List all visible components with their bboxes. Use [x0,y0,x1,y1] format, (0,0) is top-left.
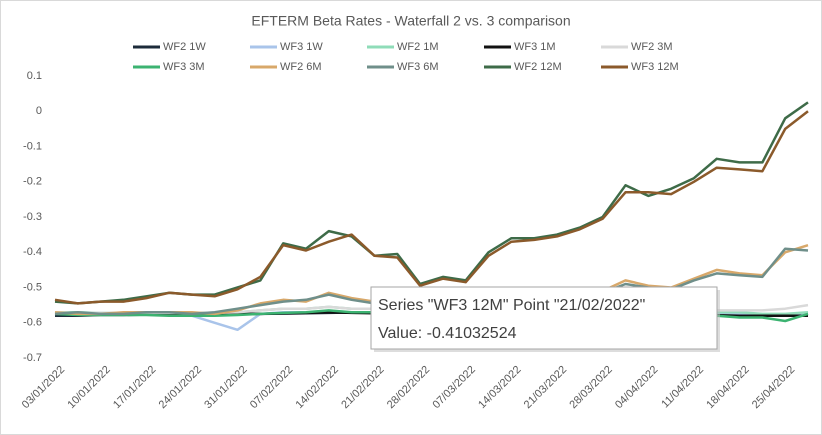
tooltip-line: Value: -0.41032524 [378,325,517,342]
y-tick-label: -0.1 [23,140,42,152]
legend-label: WF2 6M [280,61,322,73]
legend-label: WF3 12M [631,61,679,73]
tooltip: Series "WF3 12M" Point "21/02/2022" Valu… [370,286,720,352]
legend-label: WF3 1M [514,41,556,53]
legend-label: WF2 3M [631,41,673,53]
chart-title: EFTERM Beta Rates - Waterfall 2 vs. 3 co… [251,13,570,29]
y-tick-label: -0.4 [23,246,42,258]
series-line [54,110,809,305]
y-tick-label: -0.7 [23,352,42,364]
legend-label: WF2 1M [397,41,439,53]
legend-label: WF3 6M [397,61,439,73]
tooltip-box [370,286,718,350]
legend-label: WF3 1W [280,41,323,53]
legend-label: WF3 3M [163,61,205,73]
y-tick-label: -0.5 [23,281,42,293]
y-tick-label: -0.2 [23,176,42,188]
y-tick-label: -0.3 [23,211,42,223]
legend-label: WF2 12M [514,61,562,73]
tooltip-line: Series "WF3 12M" Point "21/02/2022" [378,297,645,314]
legend-label: WF2 1W [163,41,206,53]
y-tick-label: -0.6 [23,317,42,329]
y-tick-label: 0.1 [27,70,42,82]
y-tick-label: 0 [36,105,42,117]
